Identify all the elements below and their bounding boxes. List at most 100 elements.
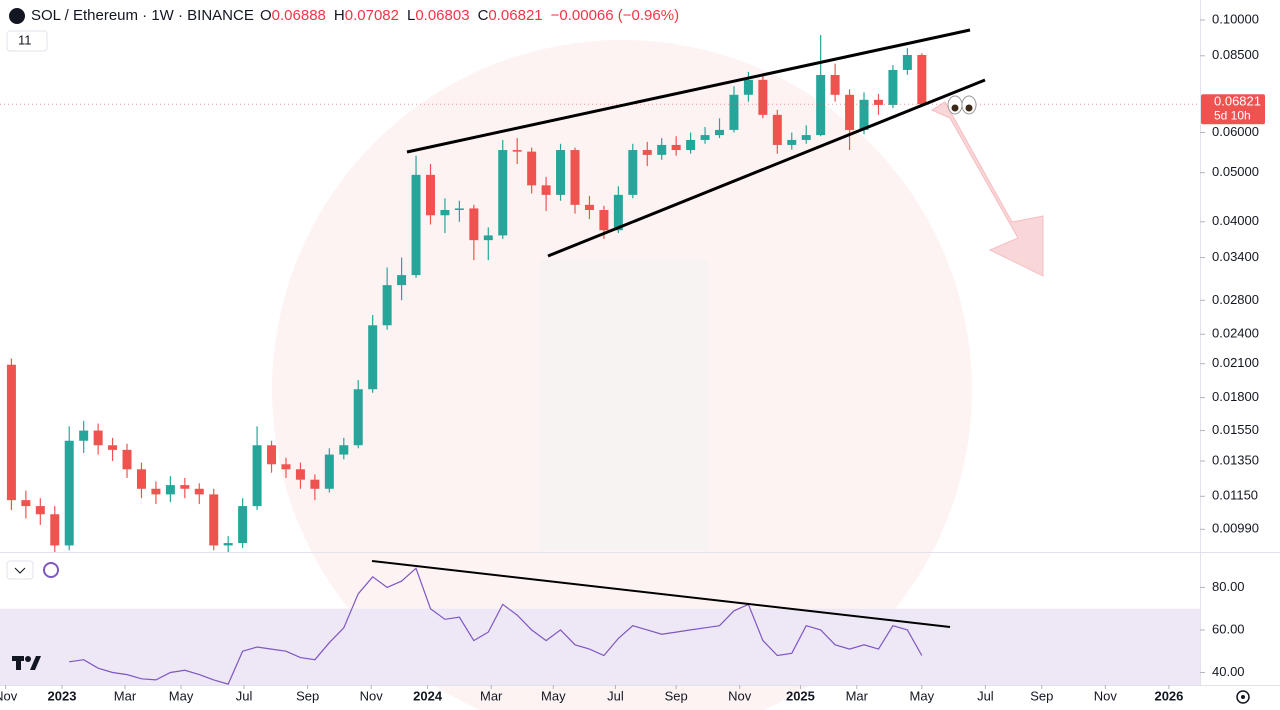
candle-body: [79, 430, 89, 441]
indicator-count: 11: [18, 32, 32, 47]
x-tick-label: Sep: [665, 688, 688, 703]
candle-body: [787, 139, 797, 145]
candle-body: [498, 150, 508, 236]
ohlc-key: H: [334, 7, 345, 24]
ohlc-key: L: [407, 7, 415, 24]
candle-body: [368, 325, 378, 390]
candle-body: [772, 114, 782, 145]
symbol-name[interactable]: SOL / Ethereum · 1W · BINANCE: [31, 7, 254, 24]
lower-trendline: [547, 78, 986, 258]
rsi-settings[interactable]: [43, 562, 59, 578]
eyes: [947, 95, 977, 115]
candle-body: [397, 275, 407, 286]
ohlc-change: −0.00066 (−0.96%): [551, 7, 679, 24]
candle-body: [671, 144, 681, 151]
ohlc-value: 0.06803: [415, 7, 469, 24]
candle-body: [267, 445, 277, 465]
legend-header: SOL / Ethereum · 1W · BINANCE O0.06888 H0…: [0, 2, 679, 28]
candle-body: [281, 464, 291, 470]
candle-body: [715, 129, 725, 136]
ohlc-value: 0.06821: [488, 7, 542, 24]
candle-body: [252, 445, 262, 507]
ohlc-key: C: [478, 7, 489, 24]
last-price-label: 0.06821: [1214, 94, 1261, 109]
candle-body: [801, 135, 811, 140]
x-tick-label: Mar: [480, 688, 503, 703]
y-tick-label: 0.02400: [1212, 326, 1259, 341]
candle-body: [599, 209, 609, 231]
candle-body: [859, 99, 869, 130]
header-bg: [0, 2, 660, 28]
candle-body: [541, 185, 551, 195]
candle-body: [873, 99, 883, 105]
candle-body: [35, 506, 45, 515]
y-tick-label: 0.03400: [1212, 249, 1259, 264]
tv-logo: [12, 656, 41, 670]
y-tick-label: 0.01800: [1212, 389, 1259, 404]
symbol-icon: [9, 8, 25, 24]
y-tick-label: 0.04000: [1212, 213, 1259, 228]
candle-body: [628, 150, 638, 195]
candle-body: [440, 209, 450, 216]
candle-body: [729, 94, 739, 130]
candle-body: [180, 485, 190, 489]
y-tick-label: 0.08500: [1212, 47, 1259, 62]
candle-body: [657, 144, 667, 155]
candle-body: [151, 488, 161, 495]
x-tick-label: Jul: [236, 688, 253, 703]
candle-body: [382, 285, 392, 326]
x-tick-label: 2023: [48, 688, 77, 703]
candle-body: [816, 74, 826, 136]
candle-body: [64, 440, 74, 546]
x-tick-label: 2024: [413, 688, 443, 703]
y-tick-label: 0.10000: [1212, 11, 1259, 26]
candle-body: [512, 150, 522, 152]
x-tick-label: Nov: [1094, 688, 1118, 703]
candle-body: [425, 174, 435, 216]
candle-body: [50, 514, 60, 546]
pane-collapse[interactable]: [6, 560, 34, 580]
y-tick-label: 0.01550: [1212, 422, 1259, 437]
x-tick-label: May: [541, 688, 566, 703]
candle-body: [136, 469, 146, 489]
y-tick-label: 80.00: [1212, 579, 1245, 594]
candle-body: [917, 55, 927, 105]
candle-body: [642, 150, 652, 155]
ohlc-value: 0.07082: [345, 7, 399, 24]
x-tick-label: Nov: [728, 688, 752, 703]
candle-body: [830, 74, 840, 95]
x-tick-label: Nov: [360, 688, 384, 703]
ohlc-key: O: [260, 7, 272, 24]
candle-body: [21, 500, 31, 507]
candle-body: [310, 479, 320, 489]
candle-body: [454, 208, 464, 210]
indicator-toggle[interactable]: [6, 30, 48, 52]
candle-body: [902, 55, 912, 70]
y-tick-label: 0.05000: [1212, 164, 1259, 179]
candle-body: [6, 364, 16, 501]
x-tick-label: May: [910, 688, 935, 703]
y-tick-label: 0.01150: [1212, 488, 1258, 503]
rsi-band: [0, 608, 1200, 685]
candle-body: [700, 135, 710, 140]
candle-body: [165, 485, 175, 495]
x-tick-label: Sep: [296, 688, 319, 703]
last-price-tag: [1201, 94, 1265, 125]
x-tick-label: 2026: [1154, 688, 1183, 703]
y-tick-label: 60.00: [1212, 621, 1245, 636]
y-tick-label: 40.00: [1212, 664, 1245, 679]
candle-body: [122, 449, 132, 470]
candle-body: [556, 150, 566, 195]
candle-body: [570, 150, 580, 205]
settings-gear[interactable]: [1236, 690, 1250, 704]
rsi-trendline: [371, 560, 951, 628]
ohlc-value: 0.06888: [272, 7, 326, 24]
chevron: [14, 567, 26, 574]
candle-body: [295, 469, 305, 480]
y-tick-label: 0.00990: [1212, 521, 1259, 536]
x-tick-label: Sep: [1030, 688, 1053, 703]
candle-body: [223, 543, 233, 546]
candle-body: [411, 174, 421, 276]
y-tick-label: 0.01350: [1212, 452, 1259, 467]
